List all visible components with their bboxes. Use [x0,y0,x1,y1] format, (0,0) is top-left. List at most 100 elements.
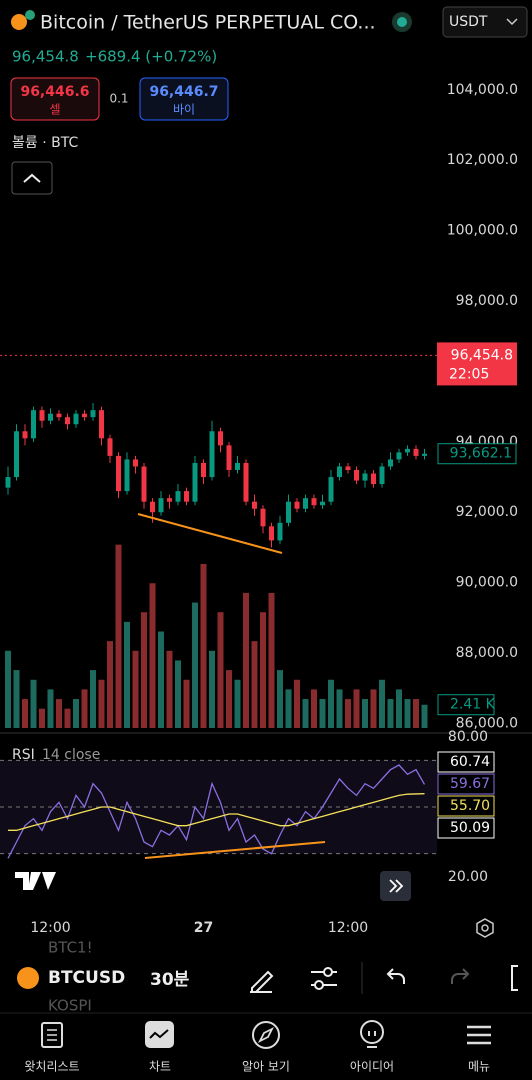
candle-body [31,410,36,439]
candle-body [150,501,155,513]
candle-body [286,501,291,523]
volume-bar [362,699,368,728]
candle-body [39,410,45,421]
candle-body [269,526,274,541]
sell-price: 96,446.6 [20,84,89,100]
volume-bar [243,592,249,728]
volume-bar [175,660,181,728]
candle-body [158,498,164,513]
volume-value-label: 2.41 K [450,697,496,713]
sell-button[interactable] [10,77,100,121]
y-tick-label: 104,000.0 [447,82,518,98]
currency: USDT [449,14,488,30]
candle-body [65,417,70,425]
candle-body [141,466,147,502]
fullscreen-icon[interactable] [511,965,518,991]
volume-bar [47,689,54,728]
nav-icon[interactable] [41,1022,63,1048]
nav-icon[interactable] [467,1025,491,1045]
y-tick-label: 88,000.0 [456,645,518,661]
nav-label: 메뉴 [468,1060,490,1074]
volume-bar [90,670,96,728]
trend-line [137,513,283,554]
volume-bar [166,650,173,728]
volume-bar [379,679,385,728]
volume-bar [404,699,411,728]
volume-bar [192,602,198,728]
settings-icon-core [481,924,489,932]
behind-text: BTC1! [48,939,93,957]
logo [15,872,56,890]
candle-body [107,438,113,456]
candle-body [294,501,300,509]
rsi-pane: 80.00 20.00 RSI 14 close 60.74 59.67 55.70 50.0… [0,729,532,885]
candle-body [345,466,351,470]
volume-bar [98,679,105,728]
buy-price: 96,446.7 [149,84,218,100]
coin-icon [11,14,27,30]
volume-bar [336,689,343,728]
y-tick-label: 102,000.0 [447,152,518,168]
volume-bar [387,699,394,728]
buy-button[interactable] [139,77,229,121]
settings-icon[interactable] [476,918,494,938]
volume-bar [268,592,275,728]
collapse-button[interactable] [11,161,53,195]
x-tick-label: 12:00 [328,920,368,936]
nav-label: 알아 보기 [242,1060,290,1074]
sell-label: 셀 [49,103,60,117]
volume-bar [200,563,207,728]
nav-labels: 왓치리스트 차트 알아 보기 아이디어 메뉴 [24,1060,490,1074]
volume-bar [370,689,377,728]
nav-label: 차트 [149,1060,171,1074]
volume-bar [396,689,402,728]
nav-icon[interactable] [360,1020,384,1044]
nav-icon-lines [47,1029,57,1041]
draw-icon[interactable] [250,970,274,993]
candle-body [14,431,19,478]
rsi-line [8,793,425,831]
candle-body [277,522,283,541]
behind-text: KOSPI [48,997,92,1015]
toolbar-coin [17,967,39,989]
toolbar-interval[interactable]: 30분 [150,970,190,990]
volume-bar [319,699,326,728]
toolbar-symbol[interactable]: BTCUSD [48,968,125,988]
candle-body [167,498,172,502]
volume-bar [345,699,351,728]
candle-body [90,410,96,418]
candle-body [422,453,427,456]
rsi-value-label: 50.09 [450,820,490,836]
nav-icon[interactable] [252,1021,280,1049]
candle-body [184,491,189,502]
quote-icon [25,10,35,20]
volume-bar [311,689,317,728]
nav-icon-active[interactable] [145,1021,174,1048]
x-tick-label: 12:00 [30,920,70,936]
nav-icon-compass [257,1026,275,1044]
change: +689.4 (+0.72%) [85,48,217,66]
candle-body [218,431,223,446]
symbol-title[interactable]: Bitcoin / TetherUS PERPETUAL CO... [40,12,376,34]
currency-select[interactable] [442,6,528,38]
volume-bar [217,612,224,728]
candle-body [116,455,121,492]
candle-body [260,508,266,527]
candle-body [201,462,206,478]
rsi-subtitle: 14 close [42,747,100,763]
y-tick-label: 80.00 [448,729,488,745]
undo-icon[interactable] [386,968,405,984]
volume-bar [183,679,190,728]
redo-icon[interactable] [451,968,470,984]
volume-bar [413,699,419,728]
volume-bar [5,650,11,728]
volume-bar [277,670,283,728]
last-price-box [437,342,517,386]
volume-bar [234,679,241,728]
candle-body [235,462,240,470]
price: 96,454.8 [12,48,79,66]
volume-legend: 볼륨 · BTC [12,135,78,151]
volume-bar [149,583,156,728]
candle-body [303,498,308,509]
